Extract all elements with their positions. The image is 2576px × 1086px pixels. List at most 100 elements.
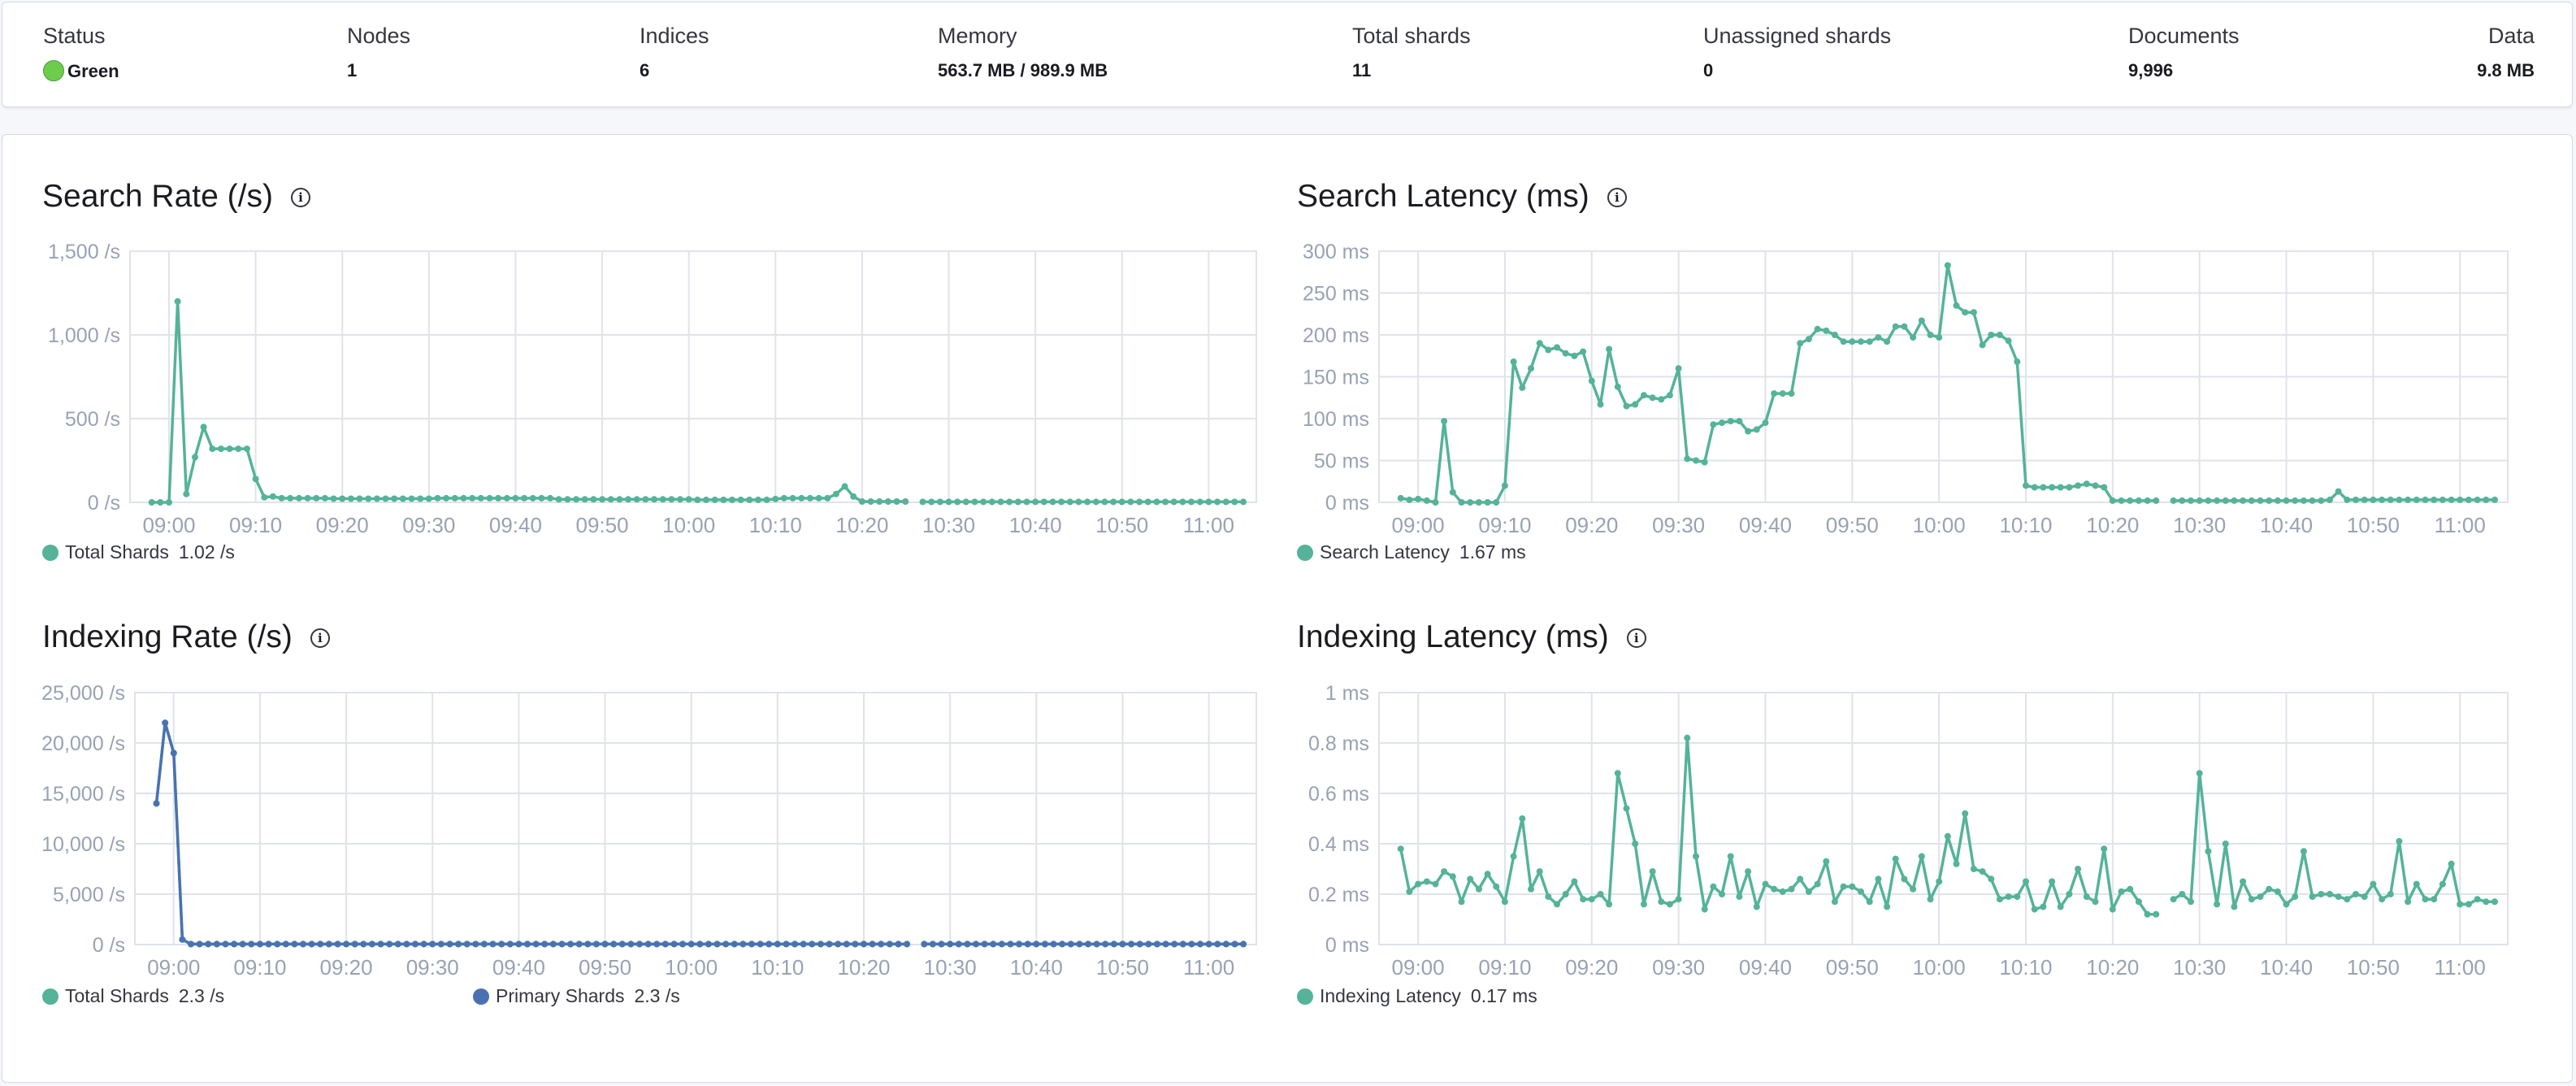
indexing-rate-primary-shards-point: [731, 940, 738, 948]
indexing-latency-indexing-latency-point: [1788, 885, 1795, 893]
indexing-latency-x-tick-label: 09:10: [1478, 955, 1531, 980]
search-rate-total-shards-point: [166, 499, 172, 506]
stat-value: 11: [1352, 60, 1372, 80]
indexing-latency-y-tick-label: 0.8 ms: [1308, 732, 1369, 755]
search-rate-total-shards-point: [347, 495, 354, 502]
indexing-rate-primary-shards-point: [403, 940, 410, 948]
indexing-rate-primary-shards-point: [1119, 940, 1126, 948]
indexing-rate-primary-shards-point: [463, 940, 471, 948]
legend-item-primary-shards[interactable]: Primary Shards 2.3 /s: [473, 985, 680, 1007]
indexing-rate-x-tick-label: 09:20: [320, 955, 373, 980]
search-latency-search-latency-point: [2353, 496, 2359, 503]
indexing-rate-primary-shards-point: [765, 940, 773, 948]
search-latency-x-tick-label: 10:20: [2086, 513, 2139, 537]
search-rate-x-tick-label: 10:00: [662, 513, 715, 537]
search-latency-search-latency-point: [1719, 419, 1725, 427]
search-latency-search-latency-point: [2327, 496, 2333, 503]
legend-swatch-icon: [1297, 545, 1313, 561]
search-latency-search-latency-point: [1571, 352, 1578, 359]
search-rate-total-shards-point: [477, 494, 484, 502]
search-latency-search-latency-point: [2257, 497, 2264, 504]
stat-value: Green: [67, 61, 119, 81]
legend-item-total-shards[interactable]: Total Shards 1.02 /s: [42, 541, 235, 563]
indexing-rate-primary-shards-point: [506, 940, 514, 948]
search-rate-total-shards-point: [573, 496, 580, 503]
search-rate-total-shards-point: [841, 483, 848, 490]
stat-total-shards: Total shards 11: [1352, 24, 1471, 81]
indexing-latency-indexing-latency-point: [2075, 866, 2082, 872]
search-rate-total-shards-point: [720, 496, 727, 503]
indexing-rate-primary-shards-point: [1016, 940, 1023, 948]
indexing-rate-x-tick-label: 10:40: [1010, 955, 1063, 980]
indexing-latency-indexing-latency-point: [1823, 858, 1830, 865]
indexing-rate-primary-shards-point: [472, 940, 479, 948]
search-latency-search-latency-point: [1771, 390, 1778, 397]
search-rate-total-shards-point: [235, 445, 242, 453]
search-rate-total-shards-point: [269, 493, 276, 500]
indexing-latency-indexing-latency-point: [1415, 880, 1422, 888]
search-rate-total-shards-point: [798, 494, 805, 502]
indexing-latency-x-tick-label: 09:50: [1826, 955, 1879, 980]
indexing-rate-primary-shards-point: [1214, 940, 1221, 948]
indexing-rate-primary-shards-point: [661, 940, 669, 948]
indexing-latency-x-tick-label: 10:30: [2173, 955, 2226, 980]
info-icon[interactable]: i: [1626, 628, 1646, 648]
indexing-rate-x-tick-label: 09:10: [233, 955, 286, 980]
info-icon[interactable]: i: [290, 188, 310, 207]
indexing-latency-indexing-latency-point: [1658, 898, 1665, 906]
legend-swatch-icon: [42, 988, 59, 1005]
search-rate-total-shards-point: [1040, 498, 1047, 506]
legend-item-indexing-latency[interactable]: Indexing Latency 0.17 ms: [1297, 985, 1537, 1007]
indexing-rate-primary-shards-point: [334, 940, 341, 948]
indexing-latency-indexing-latency-point: [2222, 841, 2229, 847]
search-rate-total-shards-point: [1084, 498, 1091, 506]
search-latency-search-latency-point: [2014, 358, 2021, 365]
search-latency-search-latency-point: [1805, 336, 1812, 343]
search-latency-search-latency-point: [1649, 394, 1656, 402]
indexing-rate-primary-shards-point: [248, 940, 255, 948]
indexing-latency-indexing-latency-point: [2335, 893, 2342, 901]
indexing-latency-indexing-latency-point: [1875, 875, 1882, 883]
indexing-latency-indexing-latency-point: [2396, 837, 2403, 845]
search-rate-total-shards-point: [555, 496, 562, 503]
search-latency-search-latency-point: [2118, 497, 2125, 504]
search-rate-total-shards-point: [1101, 498, 1108, 506]
search-rate-total-shards-point: [1006, 498, 1013, 506]
search-rate-total-shards-point: [815, 494, 822, 502]
search-rate-total-shards-point: [330, 495, 337, 502]
search-rate-total-shards-point: [1136, 498, 1143, 506]
indexing-rate-primary-shards-point: [705, 940, 712, 948]
search-latency-search-latency-point: [2188, 497, 2194, 504]
search-rate-total-shards-point: [200, 424, 207, 431]
indexing-rate-primary-shards-line: [154, 721, 908, 946]
stat-value: 9.8 MB: [2477, 60, 2535, 80]
search-rate-total-shards-point: [382, 495, 389, 502]
indexing-latency-indexing-latency-point: [1597, 891, 1604, 897]
indexing-rate-primary-shards-point: [947, 940, 954, 948]
search-rate-total-shards-point: [373, 495, 380, 502]
info-icon[interactable]: i: [1607, 188, 1627, 207]
indexing-latency-indexing-latency-point: [1858, 888, 1864, 895]
indexing-latency-indexing-latency-point: [2031, 906, 2038, 913]
indexing-rate-primary-shards-point: [1205, 940, 1212, 948]
info-icon[interactable]: i: [310, 628, 330, 648]
search-latency-search-latency-point: [2127, 497, 2134, 504]
indexing-rate-plot-area: [134, 692, 1257, 945]
indexing-rate-primary-shards-point: [368, 940, 375, 948]
legend-item-total-shards[interactable]: Total Shards 2.3 /s: [42, 985, 224, 1007]
indexing-latency-indexing-latency-point: [2379, 896, 2386, 903]
cluster-summary-bar: Status Green Nodes 1 Indices 6 Memory 56…: [2, 2, 2573, 107]
indexing-latency-indexing-latency-point: [1892, 855, 1899, 862]
search-latency-search-latency-point: [1927, 332, 1934, 338]
search-latency-search-latency-point: [2405, 496, 2412, 503]
search-latency-search-latency-line: [1400, 263, 2157, 504]
indexing-rate-x-tick-label: 10:30: [924, 955, 977, 980]
legend-item-search-latency[interactable]: Search Latency 1.67 ms: [1297, 541, 1526, 563]
stat-documents: Documents 9,996: [2128, 24, 2240, 81]
indexing-latency-indexing-latency-point: [2300, 848, 2307, 855]
search-rate-total-shards-point: [746, 496, 753, 503]
search-latency-search-latency-point: [2248, 497, 2255, 504]
search-latency-search-latency-point: [1666, 392, 1673, 399]
indexing-latency-indexing-latency-point: [2448, 860, 2455, 867]
